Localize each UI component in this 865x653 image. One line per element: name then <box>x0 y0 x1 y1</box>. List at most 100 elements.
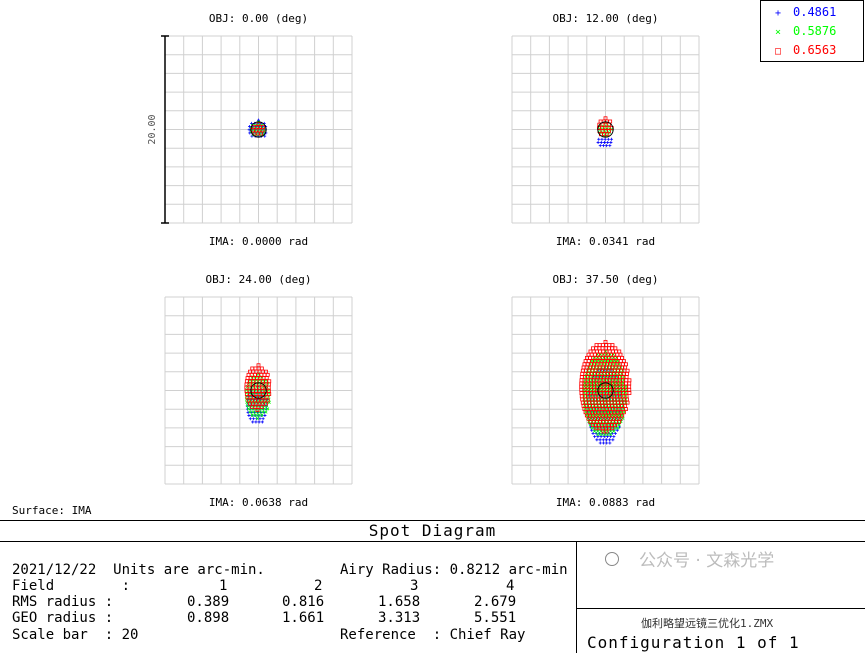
ray-point <box>598 438 602 442</box>
ray-point <box>608 144 612 148</box>
field-value-1: 1 <box>219 578 228 594</box>
ray-point <box>597 343 602 347</box>
field-label: Field : <box>12 578 131 594</box>
airy-radius: Airy Radius: 0.8212 arc-min <box>340 562 568 578</box>
ray-point <box>267 392 272 396</box>
ray-point <box>579 391 584 395</box>
legend-label-2: 0.5876 <box>793 24 837 38</box>
ray-point <box>252 417 256 421</box>
ray-point <box>604 429 609 434</box>
ray-point <box>601 144 605 148</box>
ray-point <box>250 413 254 417</box>
field-value-2: 2 <box>314 578 323 594</box>
ray-point <box>262 372 267 377</box>
ray-point <box>624 407 628 411</box>
ray-point <box>579 375 584 379</box>
ray-point <box>246 372 251 377</box>
field-ima-label-4: IMA: 0.0883 rad <box>556 496 655 509</box>
ray-point <box>257 420 261 424</box>
ray-point <box>610 346 615 351</box>
ray-point <box>625 371 629 376</box>
airy-circle-2 <box>597 121 614 138</box>
surface-label: Surface: IMA <box>12 504 92 517</box>
ray-point <box>594 346 599 351</box>
ray-point <box>614 349 618 354</box>
reference-text: Reference : Chief Ray <box>340 627 526 643</box>
field-value-4: 4 <box>506 578 515 594</box>
ray-point <box>251 420 255 424</box>
ray-point <box>615 352 620 357</box>
ray-point <box>251 410 255 414</box>
spot-3-0.6563 <box>244 363 272 412</box>
spot-2-0.6563 <box>597 116 614 137</box>
ray-point <box>258 417 262 421</box>
ray-point <box>582 362 587 367</box>
spot-4-0.6563 <box>579 339 632 434</box>
ray-point <box>604 438 608 442</box>
ray-point <box>605 441 609 445</box>
geo-value-2: 1.661 <box>282 610 325 626</box>
ray-point <box>579 384 584 389</box>
ray-point <box>592 352 597 357</box>
ray-point <box>620 355 624 360</box>
ray-point <box>581 365 586 370</box>
ray-point <box>586 359 591 363</box>
field-value-3: 3 <box>410 578 419 594</box>
field-obj-label-2: OBJ: 12.00 (deg) <box>553 12 659 25</box>
info-panel: 2021/12/22 Units are arc-min. Airy Radiu… <box>0 542 576 653</box>
ray-point <box>605 435 609 439</box>
ray-point <box>261 417 265 421</box>
ray-point <box>246 410 250 414</box>
ray-point <box>590 426 594 430</box>
spot-diagram-plot-area: OBJ: 0.00 (deg) IMA: 0.0000 rad OBJ: 12.00… <box>147 12 700 509</box>
ray-point <box>253 366 258 371</box>
ray-point <box>608 429 613 433</box>
ray-point <box>600 343 605 347</box>
ray-point <box>248 131 252 135</box>
grid-1 <box>164 35 353 224</box>
ray-point <box>246 407 251 411</box>
ray-point <box>248 125 252 129</box>
ray-point <box>579 378 584 383</box>
ray-point <box>605 432 610 437</box>
ray-point <box>592 429 597 433</box>
spot-diagram-svg: OBJ: 0.00 (deg) IMA: 0.0000 rad OBJ: 12.00… <box>147 12 700 509</box>
field-ima-label-2: IMA: 0.0341 rad <box>556 235 655 248</box>
ray-point <box>596 432 600 437</box>
rms-label: RMS radius : <box>12 594 114 610</box>
legend-entry-2: × 0.5876 <box>775 24 836 38</box>
configuration-label: Configuration 1 of 1 <box>587 633 800 652</box>
scale-bar: 20.00 <box>147 35 169 224</box>
ray-point <box>617 419 622 424</box>
ray-point <box>594 343 599 347</box>
ray-point <box>607 349 612 354</box>
ray-point <box>607 346 611 351</box>
ray-point <box>589 352 594 357</box>
ray-point <box>613 431 617 435</box>
ray-point <box>618 359 623 363</box>
ray-point <box>596 140 600 144</box>
ray-point <box>608 441 612 445</box>
spot-panel-2: OBJ: 12.00 (deg) IMA: 0.0341 rad <box>511 12 700 248</box>
field-ima-label-3: IMA: 0.0638 rad <box>209 496 308 509</box>
ray-point <box>600 137 604 141</box>
ray-point <box>601 438 605 442</box>
ray-point <box>591 431 595 435</box>
ray-point <box>610 426 615 431</box>
date-units: 2021/12/22 Units are arc-min. <box>12 562 265 578</box>
ray-point <box>613 346 618 351</box>
ray-point <box>598 441 602 445</box>
ray-point <box>255 416 260 421</box>
ray-point <box>625 400 630 405</box>
ray-point <box>605 144 609 148</box>
ray-point <box>601 441 605 445</box>
ray-point <box>259 131 263 136</box>
rms-value-4: 2.679 <box>474 594 517 610</box>
ray-point <box>266 407 270 411</box>
ray-point <box>618 352 623 357</box>
ray-point <box>615 428 619 432</box>
ray-point <box>627 381 632 386</box>
ray-point <box>610 349 615 354</box>
ray-point <box>602 432 606 437</box>
ray-point <box>580 371 585 376</box>
